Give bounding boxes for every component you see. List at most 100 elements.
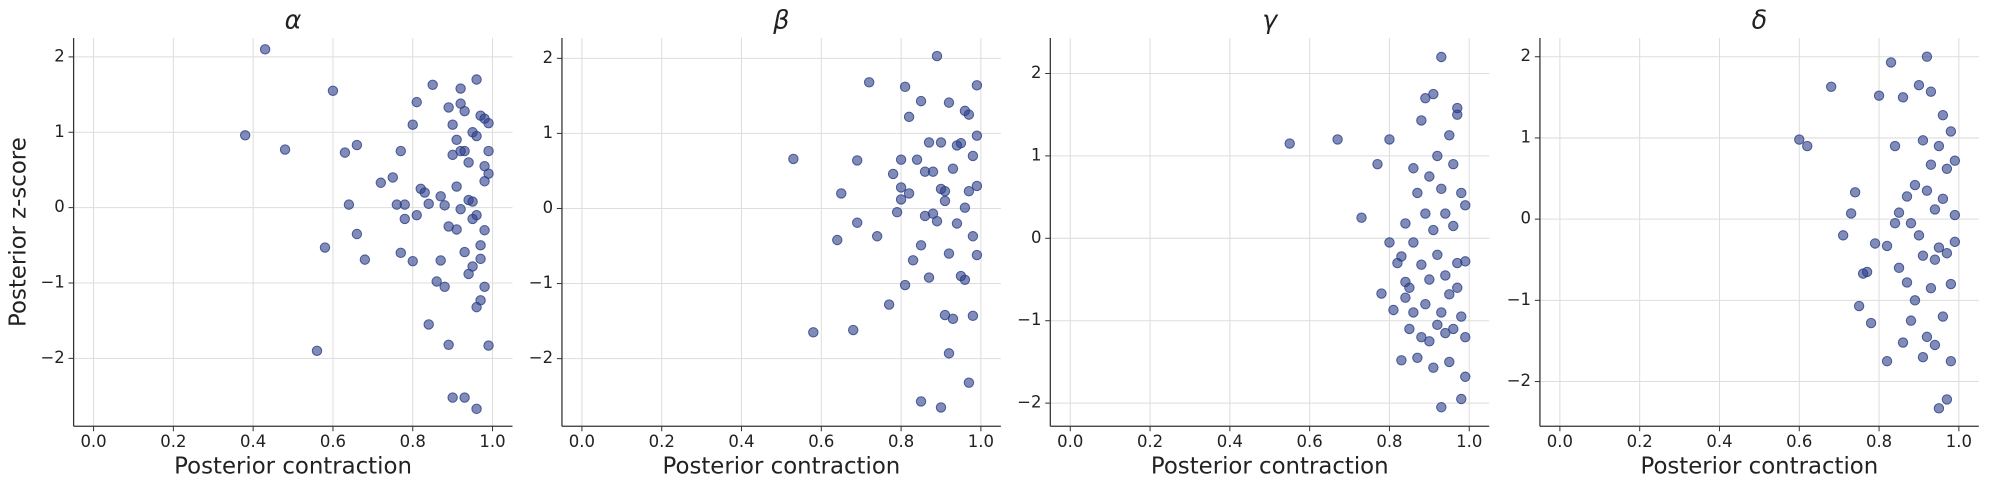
point	[1949, 209, 1961, 221]
point	[239, 130, 251, 141]
point	[1933, 140, 1945, 152]
x-tick-label: 1.0	[968, 432, 994, 451]
point	[1941, 394, 1953, 405]
point	[1424, 336, 1435, 347]
point	[1416, 115, 1427, 126]
x-tick-label: 0.6	[1297, 432, 1323, 451]
point	[967, 150, 979, 162]
point	[1444, 289, 1455, 300]
point	[963, 109, 975, 120]
point	[1897, 337, 1909, 348]
x-tick-label: 0.2	[1627, 432, 1653, 451]
point	[311, 345, 323, 357]
point	[467, 261, 478, 272]
point	[351, 139, 363, 151]
point	[943, 97, 955, 108]
point	[1456, 311, 1467, 322]
point	[1802, 140, 1813, 152]
point	[959, 202, 971, 213]
point	[471, 74, 482, 85]
point	[1853, 300, 1865, 312]
point	[963, 186, 975, 197]
y-tick-label: −2	[1017, 393, 1041, 412]
point	[387, 172, 398, 183]
point	[1436, 307, 1447, 318]
point	[1424, 171, 1435, 182]
point	[443, 102, 454, 113]
point	[1901, 191, 1913, 202]
point	[931, 50, 943, 62]
x-axis-label: Posterior contraction	[663, 453, 901, 479]
point	[1897, 92, 1909, 103]
point	[411, 209, 422, 221]
point	[947, 313, 959, 325]
point	[1881, 240, 1893, 252]
point	[971, 180, 983, 192]
y-tick-label: 2	[1521, 46, 1531, 65]
point	[451, 134, 462, 146]
point	[1408, 163, 1419, 174]
point	[351, 228, 363, 240]
point	[1408, 237, 1419, 248]
point	[1925, 159, 1937, 170]
point	[1404, 323, 1415, 335]
point	[455, 203, 466, 215]
point	[935, 137, 947, 148]
x-tick-label: 1.0	[1946, 432, 1972, 451]
point	[947, 163, 959, 174]
y-tick-label: 1	[54, 122, 64, 141]
point	[1400, 292, 1411, 303]
point	[1440, 208, 1451, 219]
point	[927, 166, 939, 177]
point	[899, 279, 911, 291]
point	[903, 111, 915, 123]
point	[832, 234, 843, 246]
point	[1428, 362, 1439, 373]
y-tick-label: −1	[1507, 290, 1531, 309]
point	[319, 242, 331, 253]
x-tick-label: 0.4	[1706, 432, 1732, 451]
point	[1432, 319, 1443, 331]
point	[339, 147, 351, 158]
subplot-title: β	[772, 5, 789, 35]
point	[943, 348, 955, 359]
point	[1432, 249, 1443, 260]
point	[1460, 256, 1471, 267]
point	[1408, 307, 1419, 318]
point	[1861, 266, 1873, 278]
point	[883, 299, 895, 310]
point	[971, 80, 983, 91]
point	[483, 145, 494, 157]
point	[483, 168, 494, 179]
point	[475, 295, 486, 306]
point	[479, 281, 490, 292]
point	[279, 144, 291, 155]
point	[1913, 79, 1925, 91]
y-tick-label: −1	[1017, 310, 1041, 329]
point	[475, 240, 486, 251]
point	[375, 177, 387, 188]
x-tick-label: 0.4	[240, 432, 266, 451]
y-axis-label: Posterior z-score	[6, 137, 32, 327]
point	[939, 186, 951, 197]
point	[903, 188, 915, 199]
x-tick-label: 0.2	[649, 432, 675, 451]
point	[455, 83, 466, 94]
point	[788, 153, 799, 165]
point	[1384, 134, 1395, 145]
point	[1909, 179, 1921, 191]
y-tick-label: 0	[54, 197, 64, 216]
point	[407, 255, 418, 267]
point	[863, 77, 875, 88]
x-tick-label: 0.4	[728, 432, 754, 451]
point	[483, 118, 494, 129]
point	[1885, 57, 1897, 68]
point	[459, 105, 470, 117]
point	[1905, 217, 1917, 229]
point	[1893, 262, 1905, 274]
point	[1921, 51, 1933, 62]
point	[423, 319, 434, 330]
point	[471, 209, 482, 221]
